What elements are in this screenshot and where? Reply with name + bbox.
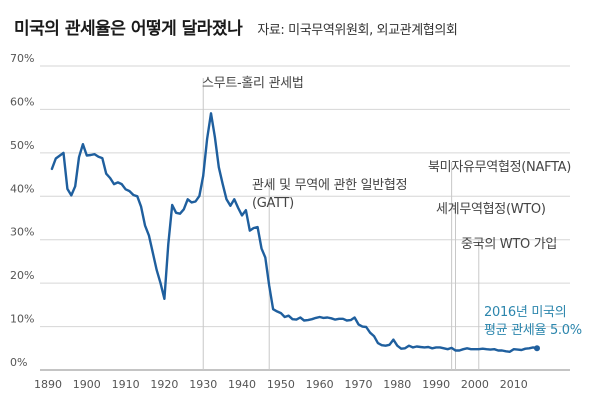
- chart-source: 자료: 미국무역위원회, 외교관계협의회: [257, 23, 458, 38]
- annotation-line2: 평균 관세율 5.0%: [484, 323, 582, 338]
- y-axis-labels: 0% 10% 20% 30% 40% 50% 60% 70%: [10, 52, 34, 369]
- x-tick-label: 1980: [383, 378, 411, 391]
- y-tick-label: 70%: [10, 52, 34, 65]
- gridlines: [40, 65, 570, 371]
- x-axis-labels: 1890 1900 1910 1920 1930 1940 1950 1960 1970 1980…: [34, 378, 528, 391]
- series-layer: [50, 112, 540, 353]
- event-markers: [202, 78, 480, 370]
- event-label-wto: 세계무역협정(WTO): [436, 202, 546, 217]
- x-tick-label: 1960: [306, 378, 334, 391]
- event-label-smoot-hawley: 스무트-홀리 관세법: [202, 76, 304, 91]
- event-label-gatt-line1: 관세 및 무역에 관한 일반협정: [252, 178, 407, 193]
- y-tick-label: 10%: [10, 313, 34, 326]
- x-tick-label: 2000: [461, 378, 489, 391]
- y-tick-label: 40%: [10, 182, 34, 195]
- event-labels: 스무트-홀리 관세법 관세 및 무역에 관한 일반협정 (GATT) 북미자유무…: [202, 76, 571, 252]
- y-tick-label: 60%: [10, 95, 34, 108]
- event-label-gatt-line2: (GATT): [252, 196, 294, 211]
- chart-header: 미국의 관세율은 어떻게 달라졌나 자료: 미국무역위원회, 외교관계협의회: [14, 14, 458, 39]
- end-point-marker: [534, 345, 540, 352]
- x-tick-label: 1930: [189, 378, 217, 391]
- x-tick-label: 1990: [422, 378, 450, 391]
- x-tick-label: 1900: [73, 378, 101, 391]
- x-tick-label: 1970: [344, 378, 372, 391]
- x-tick-label: 2010: [500, 378, 528, 391]
- y-tick-label: 30%: [10, 226, 34, 239]
- x-tick-label: 1890: [34, 378, 62, 391]
- x-tick-label: 1910: [112, 378, 140, 391]
- y-tick-label: 50%: [10, 139, 34, 152]
- y-tick-label: 20%: [10, 269, 34, 282]
- x-tick-label: 1940: [228, 378, 256, 391]
- annotation-line1: 2016년 미국의: [484, 305, 566, 320]
- event-label-china-wto: 중국의 WTO 가입: [461, 237, 557, 252]
- current-rate-annotation: 2016년 미국의 평균 관세율 5.0%: [484, 305, 582, 338]
- x-tick-label: 1950: [267, 378, 295, 391]
- x-tick-label: 1920: [150, 378, 178, 391]
- y-tick-label: 0%: [10, 356, 27, 369]
- chart-title: 미국의 관세율은 어떻게 달라졌나: [14, 19, 243, 39]
- event-label-nafta: 북미자유무역협정(NAFTA): [428, 160, 571, 175]
- tariff-rate-line: [50, 112, 539, 353]
